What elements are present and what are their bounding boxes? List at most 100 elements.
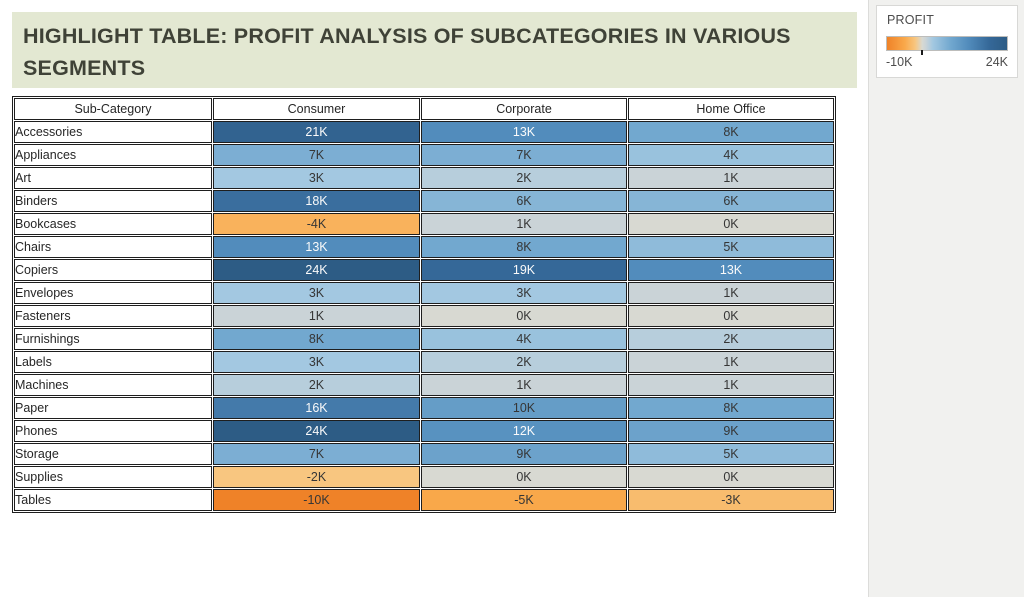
table-row: Furnishings 8K 4K 2K: [14, 328, 834, 350]
heatmap-cell[interactable]: 3K: [213, 351, 420, 373]
heatmap-cell[interactable]: 1K: [421, 213, 627, 235]
heatmap-cell[interactable]: 0K: [628, 305, 834, 327]
heatmap-cell[interactable]: 18K: [213, 190, 420, 212]
row-label[interactable]: Furnishings: [14, 328, 212, 350]
row-label[interactable]: Labels: [14, 351, 212, 373]
table-row: Binders 18K 6K 6K: [14, 190, 834, 212]
heatmap-cell[interactable]: 13K: [628, 259, 834, 281]
heatmap-cell[interactable]: 7K: [213, 443, 420, 465]
heatmap-cell[interactable]: 24K: [213, 420, 420, 442]
heatmap-cell[interactable]: 6K: [628, 190, 834, 212]
heatmap-cell[interactable]: 6K: [421, 190, 627, 212]
heatmap-cell[interactable]: 0K: [421, 466, 627, 488]
heatmap-cell[interactable]: 19K: [421, 259, 627, 281]
heatmap-cell[interactable]: 16K: [213, 397, 420, 419]
row-label[interactable]: Supplies: [14, 466, 212, 488]
heatmap-cell[interactable]: 9K: [628, 420, 834, 442]
table-row: Labels 3K 2K 1K: [14, 351, 834, 373]
table-header-row: Sub-Category Consumer Corporate Home Off…: [14, 98, 834, 120]
column-header-consumer: Consumer: [213, 98, 420, 120]
table-row: Supplies -2K 0K 0K: [14, 466, 834, 488]
row-label[interactable]: Paper: [14, 397, 212, 419]
heatmap-cell[interactable]: -2K: [213, 466, 420, 488]
row-label[interactable]: Accessories: [14, 121, 212, 143]
legend-title: PROFIT: [887, 13, 935, 27]
column-header-corporate: Corporate: [421, 98, 627, 120]
table-row: Machines 2K 1K 1K: [14, 374, 834, 396]
row-label[interactable]: Appliances: [14, 144, 212, 166]
heatmap-cell[interactable]: 12K: [421, 420, 627, 442]
heatmap-cell[interactable]: 1K: [213, 305, 420, 327]
table-row: Art 3K 2K 1K: [14, 167, 834, 189]
heatmap-cell[interactable]: 1K: [628, 351, 834, 373]
heatmap-cell[interactable]: 7K: [213, 144, 420, 166]
heatmap-cell[interactable]: 4K: [628, 144, 834, 166]
highlight-table: Sub-Category Consumer Corporate Home Off…: [12, 96, 836, 513]
heatmap-cell[interactable]: 8K: [421, 236, 627, 258]
heatmap-cell[interactable]: 1K: [421, 374, 627, 396]
heatmap-cell[interactable]: 3K: [421, 282, 627, 304]
heatmap-cell[interactable]: 13K: [421, 121, 627, 143]
legend-max-label: 24K: [985, 55, 1008, 69]
row-label[interactable]: Copiers: [14, 259, 212, 281]
row-label[interactable]: Fasteners: [14, 305, 212, 327]
table-row: Copiers 24K 19K 13K: [14, 259, 834, 281]
heatmap-cell[interactable]: 1K: [628, 282, 834, 304]
row-label[interactable]: Chairs: [14, 236, 212, 258]
heatmap-cell[interactable]: 5K: [628, 443, 834, 465]
heatmap-cell[interactable]: 9K: [421, 443, 627, 465]
heatmap-cell[interactable]: 2K: [213, 374, 420, 396]
heatmap-cell[interactable]: 21K: [213, 121, 420, 143]
table-row: Paper 16K 10K 8K: [14, 397, 834, 419]
dashboard-title-block: HIGHLIGHT TABLE: PROFIT ANALYSIS OF SUBC…: [12, 12, 857, 88]
heatmap-cell[interactable]: -4K: [213, 213, 420, 235]
row-label[interactable]: Phones: [14, 420, 212, 442]
row-label[interactable]: Art: [14, 167, 212, 189]
heatmap-cell[interactable]: 4K: [421, 328, 627, 350]
table-row: Phones 24K 12K 9K: [14, 420, 834, 442]
row-label[interactable]: Tables: [14, 489, 212, 511]
dashboard-area: HIGHLIGHT TABLE: PROFIT ANALYSIS OF SUBC…: [12, 12, 857, 513]
legend-min-label: -10K: [886, 55, 913, 69]
legend-zero-tick: [921, 50, 924, 55]
heatmap-cell[interactable]: 13K: [213, 236, 420, 258]
table-row: Appliances 7K 7K 4K: [14, 144, 834, 166]
table-row: Storage 7K 9K 5K: [14, 443, 834, 465]
heatmap-cell[interactable]: 2K: [421, 351, 627, 373]
heatmap-cell[interactable]: 7K: [421, 144, 627, 166]
heatmap-cell[interactable]: 1K: [628, 374, 834, 396]
heatmap-cell[interactable]: 2K: [421, 167, 627, 189]
heatmap-cell[interactable]: 3K: [213, 282, 420, 304]
table-body: Accessories 21K 13K 8K Appliances 7K 7K 4K Art 3K…: [14, 121, 834, 511]
table-row: Envelopes 3K 3K 1K: [14, 282, 834, 304]
heatmap-cell[interactable]: 8K: [213, 328, 420, 350]
heatmap-cell[interactable]: -3K: [628, 489, 834, 511]
table-row: Bookcases -4K 1K 0K: [14, 213, 834, 235]
row-label[interactable]: Machines: [14, 374, 212, 396]
column-header-home-office: Home Office: [628, 98, 834, 120]
table-row: Accessories 21K 13K 8K: [14, 121, 834, 143]
heatmap-cell[interactable]: 10K: [421, 397, 627, 419]
table-row: Chairs 13K 8K 5K: [14, 236, 834, 258]
heatmap-cell[interactable]: 8K: [628, 121, 834, 143]
page-title: HIGHLIGHT TABLE: PROFIT ANALYSIS OF SUBC…: [23, 24, 791, 80]
heatmap-cell[interactable]: 1K: [628, 167, 834, 189]
heatmap-cell[interactable]: 0K: [628, 466, 834, 488]
legend-gradient-bar[interactable]: [886, 36, 1008, 55]
heatmap-cell[interactable]: 8K: [628, 397, 834, 419]
heatmap-cell[interactable]: -10K: [213, 489, 420, 511]
row-label[interactable]: Bookcases: [14, 213, 212, 235]
heatmap-cell[interactable]: 0K: [421, 305, 627, 327]
heatmap-cell[interactable]: 5K: [628, 236, 834, 258]
heatmap-cell[interactable]: 3K: [213, 167, 420, 189]
row-label[interactable]: Envelopes: [14, 282, 212, 304]
column-header-subcategory: Sub-Category: [14, 98, 212, 120]
heatmap-cell[interactable]: 24K: [213, 259, 420, 281]
profit-color-legend: PROFIT -10K 24K: [876, 5, 1018, 78]
heatmap-cell[interactable]: 2K: [628, 328, 834, 350]
heatmap-cell[interactable]: 0K: [628, 213, 834, 235]
row-label[interactable]: Binders: [14, 190, 212, 212]
heatmap-cell[interactable]: -5K: [421, 489, 627, 511]
row-label[interactable]: Storage: [14, 443, 212, 465]
legend-gradient-fill: [887, 37, 1007, 50]
